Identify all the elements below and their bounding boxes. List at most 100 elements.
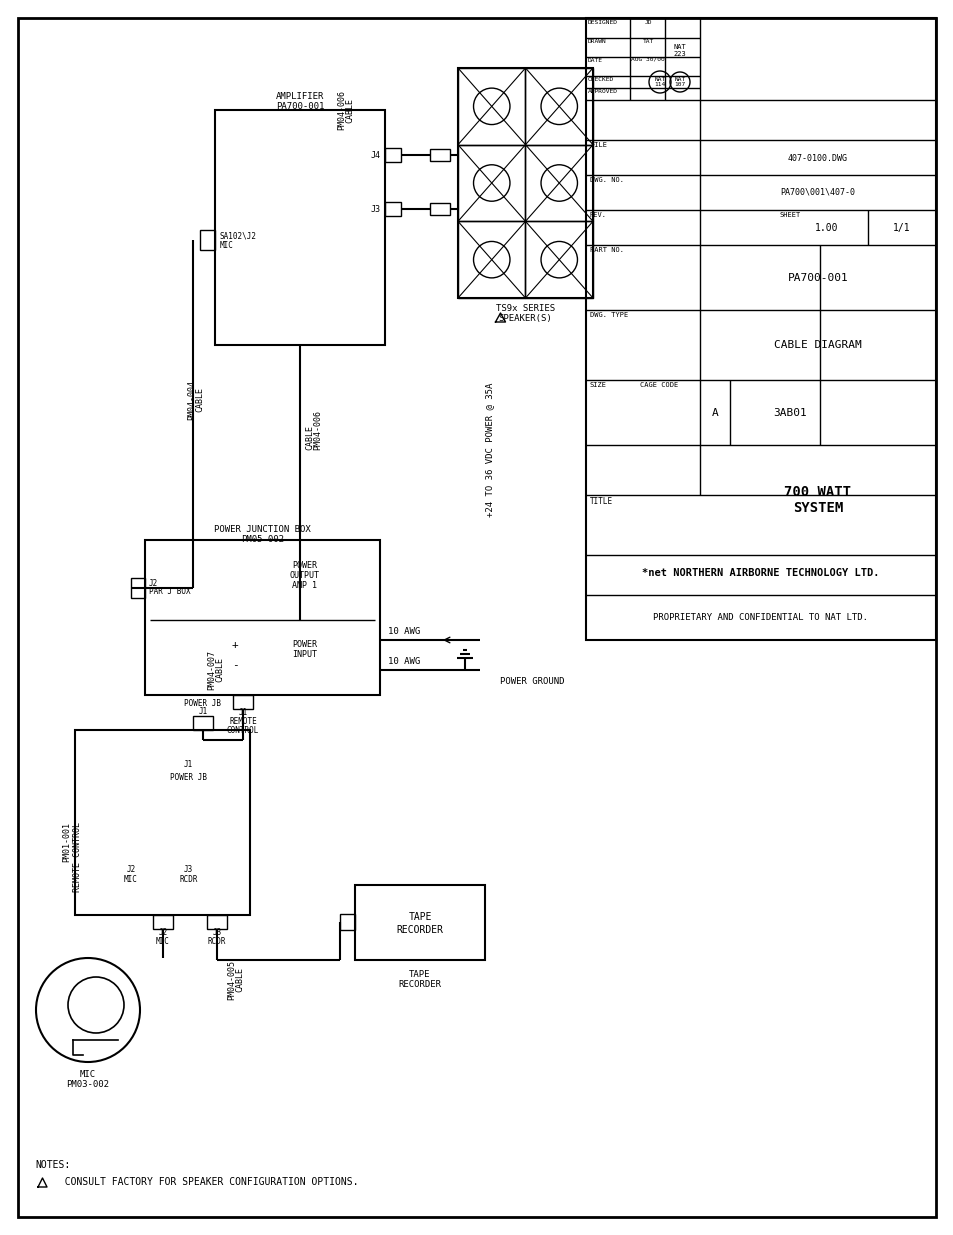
Text: J1: J1 bbox=[184, 761, 193, 769]
Text: POWER: POWER bbox=[293, 561, 317, 569]
Text: -: - bbox=[232, 659, 238, 671]
Text: REMOTE: REMOTE bbox=[229, 718, 256, 726]
Text: APPROVED: APPROVED bbox=[587, 89, 618, 94]
Text: DWG. NO.: DWG. NO. bbox=[589, 177, 623, 183]
Text: CABLE: CABLE bbox=[345, 98, 355, 122]
Text: PM04-007: PM04-007 bbox=[208, 650, 216, 690]
Text: MIC: MIC bbox=[124, 876, 138, 884]
Text: 1.00: 1.00 bbox=[815, 224, 838, 233]
Text: J2: J2 bbox=[149, 578, 158, 588]
Text: JD: JD bbox=[643, 20, 651, 25]
Bar bbox=[430, 149, 450, 161]
Text: SA102\J2: SA102\J2 bbox=[220, 231, 256, 241]
Text: *net NORTHERN AIRBORNE TECHNOLOGY LTD.: *net NORTHERN AIRBORNE TECHNOLOGY LTD. bbox=[641, 568, 879, 578]
Bar bbox=[339, 914, 355, 930]
Text: TAPE: TAPE bbox=[408, 913, 432, 923]
Text: 3AB01: 3AB01 bbox=[772, 408, 806, 417]
Bar bbox=[214, 110, 385, 345]
Bar bbox=[525, 144, 593, 221]
Text: CONTROL: CONTROL bbox=[227, 726, 259, 736]
Text: PM04-006: PM04-006 bbox=[314, 410, 322, 450]
Text: +24 TO 36 VDC POWER @ 35A: +24 TO 36 VDC POWER @ 35A bbox=[485, 383, 494, 517]
Text: J2: J2 bbox=[126, 866, 135, 874]
Bar bbox=[525, 68, 593, 144]
Text: A: A bbox=[711, 408, 718, 417]
Text: 407-0100.DWG: 407-0100.DWG bbox=[787, 153, 847, 163]
Text: POWER GROUND: POWER GROUND bbox=[499, 678, 564, 687]
Text: J3: J3 bbox=[184, 866, 193, 874]
Text: J1: J1 bbox=[198, 708, 208, 716]
Text: NOTES:: NOTES: bbox=[35, 1160, 71, 1170]
Bar bbox=[145, 540, 379, 695]
Text: NAT
107: NAT 107 bbox=[674, 77, 685, 88]
Text: OUTPUT: OUTPUT bbox=[290, 571, 319, 579]
Text: FILE: FILE bbox=[589, 142, 606, 148]
Text: J4: J4 bbox=[371, 151, 380, 159]
Text: DRAWN: DRAWN bbox=[587, 40, 606, 44]
Text: CHECKED: CHECKED bbox=[587, 77, 614, 82]
Bar bbox=[585, 19, 935, 640]
Bar bbox=[207, 915, 227, 929]
Bar bbox=[193, 716, 213, 730]
Bar bbox=[355, 885, 484, 960]
Text: POWER JUNCTION BOX: POWER JUNCTION BOX bbox=[213, 526, 311, 535]
Text: DATE: DATE bbox=[587, 58, 602, 63]
Text: REV.: REV. bbox=[589, 212, 606, 219]
Bar bbox=[152, 915, 172, 929]
Text: CONSULT FACTORY FOR SPEAKER CONFIGURATION OPTIONS.: CONSULT FACTORY FOR SPEAKER CONFIGURATIO… bbox=[53, 1177, 358, 1187]
Bar bbox=[457, 221, 525, 298]
Text: 10 AWG: 10 AWG bbox=[387, 627, 419, 636]
Text: CAGE CODE: CAGE CODE bbox=[639, 382, 678, 388]
Text: J3: J3 bbox=[371, 205, 380, 214]
Text: AMP 1: AMP 1 bbox=[293, 580, 317, 589]
Text: NAT
114: NAT 114 bbox=[654, 77, 665, 88]
Text: RECORDER: RECORDER bbox=[396, 925, 443, 935]
Text: CABLE: CABLE bbox=[235, 967, 244, 993]
Text: PART NO.: PART NO. bbox=[589, 247, 623, 253]
Text: TAPE
RECORDER: TAPE RECORDER bbox=[398, 969, 441, 989]
Bar bbox=[233, 695, 253, 709]
Text: J2: J2 bbox=[158, 929, 168, 937]
Text: MIC: MIC bbox=[80, 1071, 96, 1079]
Text: PA700-001: PA700-001 bbox=[275, 101, 324, 110]
Text: J1: J1 bbox=[238, 709, 248, 718]
Text: 700 WATT
SYSTEM: 700 WATT SYSTEM bbox=[783, 485, 851, 515]
Text: CABLE DIAGRAM: CABLE DIAGRAM bbox=[773, 340, 861, 350]
Text: PM03-002: PM03-002 bbox=[67, 1081, 110, 1089]
Text: POWER: POWER bbox=[293, 641, 317, 650]
Text: SHEET: SHEET bbox=[780, 212, 801, 219]
Bar bbox=[200, 230, 214, 249]
Text: INPUT: INPUT bbox=[293, 651, 317, 659]
Bar bbox=[385, 148, 400, 162]
Text: AMPLIFIER: AMPLIFIER bbox=[275, 91, 324, 100]
Text: SIZE: SIZE bbox=[589, 382, 606, 388]
Bar bbox=[385, 203, 400, 216]
Text: +: + bbox=[232, 640, 238, 650]
Text: RCDR: RCDR bbox=[208, 937, 226, 946]
Text: SPEAKER(S): SPEAKER(S) bbox=[498, 314, 552, 322]
Text: NAT
223: NAT 223 bbox=[673, 43, 685, 57]
Text: TAT: TAT bbox=[641, 40, 653, 44]
Bar bbox=[457, 144, 525, 221]
Text: CABLE: CABLE bbox=[305, 425, 314, 450]
Text: TS9x SERIES: TS9x SERIES bbox=[496, 304, 555, 312]
Text: POWER JB: POWER JB bbox=[170, 773, 207, 783]
Text: PROPRIETARY AND CONFIDENTIAL TO NAT LTD.: PROPRIETARY AND CONFIDENTIAL TO NAT LTD. bbox=[653, 614, 867, 622]
Text: J3: J3 bbox=[213, 929, 221, 937]
Text: PM04-005: PM04-005 bbox=[227, 960, 236, 1000]
Text: PM05-002: PM05-002 bbox=[241, 535, 284, 543]
Text: MIC: MIC bbox=[220, 241, 233, 249]
Text: TITLE: TITLE bbox=[589, 496, 613, 506]
Text: DWG. TYPE: DWG. TYPE bbox=[589, 312, 628, 317]
Text: 10 AWG: 10 AWG bbox=[387, 657, 419, 667]
Text: PM01-001
REMOTE CONTROL: PM01-001 REMOTE CONTROL bbox=[62, 823, 82, 893]
Bar bbox=[457, 68, 525, 144]
Text: CABLE: CABLE bbox=[195, 388, 204, 412]
Bar bbox=[457, 68, 593, 298]
Text: MIC: MIC bbox=[156, 937, 170, 946]
Text: PA700\001\407-0: PA700\001\407-0 bbox=[780, 188, 855, 196]
Text: AUG 30/00: AUG 30/00 bbox=[631, 57, 664, 62]
Text: POWER JB: POWER JB bbox=[184, 699, 221, 709]
Text: PM04-004: PM04-004 bbox=[188, 380, 196, 420]
Text: DESIGNED: DESIGNED bbox=[587, 20, 618, 25]
